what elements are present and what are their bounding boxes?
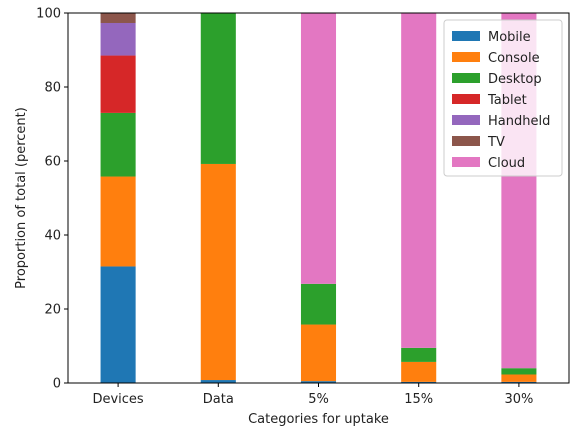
x-tick-label-devices: Devices <box>92 392 143 407</box>
legend-label-desktop: Desktop <box>488 72 542 87</box>
legend-label-tablet: Tablet <box>487 93 527 108</box>
bar-5-cloud <box>300 13 337 284</box>
legend-swatch-tv <box>452 136 480 146</box>
legend-swatch-mobile <box>452 31 480 41</box>
legend-label-tv: TV <box>487 135 505 150</box>
legend: Mobile Console Desktop Tablet Handheld TV Clou… <box>443 19 563 177</box>
bar-data-desktop <box>200 13 236 164</box>
legend-label-mobile: Mobile <box>488 30 531 45</box>
bar-15-cloud <box>401 13 437 348</box>
bar-devices-desktop <box>100 112 136 177</box>
y-tick-label-20: 20 <box>44 303 61 318</box>
y-tick-label-60: 60 <box>44 155 61 170</box>
bar-devices-tablet <box>100 55 136 113</box>
bar-devices-handheld <box>100 22 136 56</box>
y-tick-label-40: 40 <box>44 229 61 244</box>
legend-label-handheld: Handheld <box>488 114 550 129</box>
legend-swatch-console <box>452 52 480 62</box>
bar-30-desktop <box>501 368 537 375</box>
bar-data-mobile <box>200 380 236 383</box>
bar-15-desktop <box>401 347 437 362</box>
x-axis-ticks: Devices Data 5% 15% 30% <box>92 383 533 407</box>
y-tick-label-80: 80 <box>44 81 61 96</box>
bar-data-console <box>200 163 236 381</box>
y-axis-ticks: 0 20 40 60 80 100 <box>36 7 68 392</box>
legend-label-console: Console <box>488 51 540 66</box>
x-tick-label-15: 15% <box>404 392 433 407</box>
bar-15-console <box>401 361 437 382</box>
bar-devices-console <box>100 176 136 267</box>
x-tick-label-5: 5% <box>308 392 329 407</box>
bar-devices-mobile <box>100 266 136 383</box>
legend-swatch-cloud <box>452 157 480 167</box>
legend-swatch-handheld <box>452 115 480 125</box>
y-tick-label-0: 0 <box>53 377 61 392</box>
x-tick-label-data: Data <box>203 392 234 407</box>
bar-15-mobile <box>401 381 437 383</box>
bar-30-console <box>501 374 537 382</box>
x-axis-label: Categories for uptake <box>248 412 389 427</box>
y-axis-label: Proportion of total (percent) <box>14 107 29 289</box>
bar-5-mobile <box>300 381 337 383</box>
legend-swatch-desktop <box>452 73 480 83</box>
y-tick-label-100: 100 <box>36 7 61 22</box>
legend-label-cloud: Cloud <box>488 156 525 171</box>
bar-5-desktop <box>300 283 337 325</box>
bar-devices-tv <box>100 13 136 23</box>
bar-30-mobile <box>501 381 537 383</box>
bar-5-console <box>300 324 337 382</box>
x-tick-label-30: 30% <box>504 392 533 407</box>
legend-swatch-tablet <box>452 94 480 104</box>
